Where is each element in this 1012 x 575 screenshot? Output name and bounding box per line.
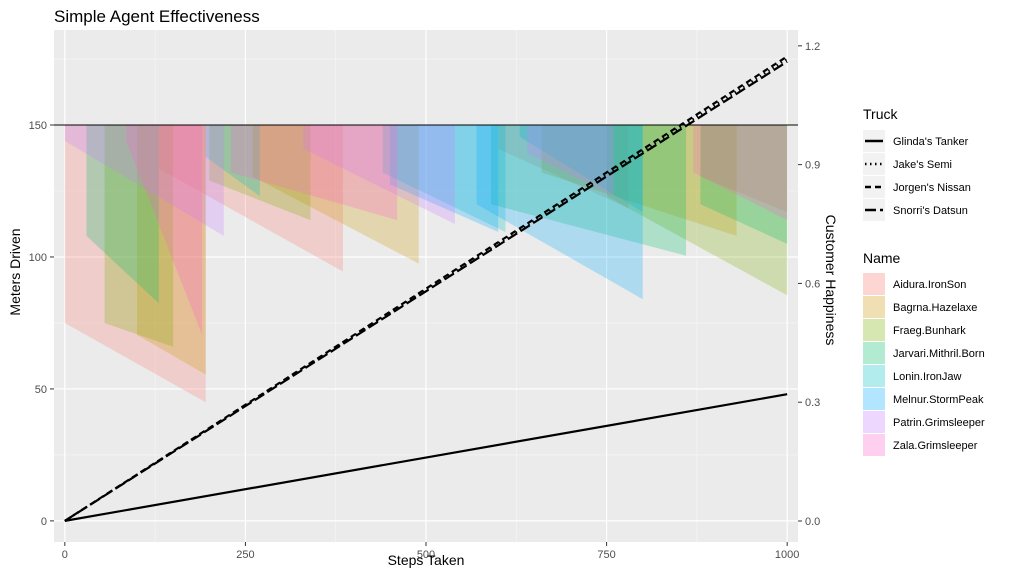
legend-key-bg <box>863 153 885 175</box>
legend-swatch <box>863 365 885 387</box>
area-Melnur.StormPeak <box>389 125 499 232</box>
legend-swatch <box>863 411 885 433</box>
area-Bagrna.Hazelaxe <box>252 125 419 264</box>
x-tick-label: 0 <box>62 549 68 561</box>
area-Aidura.IronSon <box>158 125 343 272</box>
x-tick-label: 750 <box>597 549 615 561</box>
area-Zala.Grimsleeper <box>230 125 398 221</box>
name-legend: Name Aidura.IronSon Bagrna.Hazelaxe Fraeg.… <box>863 250 985 456</box>
area-Zala.Grimsleeper <box>126 125 203 335</box>
area-Aidura.IronSon <box>700 125 788 213</box>
legend-swatch <box>863 319 885 341</box>
legend-label: Lonin.IronJaw <box>893 371 962 383</box>
legend-swatch <box>863 434 885 456</box>
y2-tick-label: 1.2 <box>805 41 820 53</box>
legend-label: Glinda's Tanker <box>893 136 969 148</box>
truck-lines <box>64 55 788 522</box>
area-Aidura.IronSon <box>64 125 206 403</box>
legend-label: Aidura.IronSon <box>893 279 966 291</box>
area-Jarvari.Mithril.Born <box>700 125 788 244</box>
y-axis-ticks: 0 50 100 150 <box>29 120 54 528</box>
area-Fraeg.Bunhark <box>209 125 311 221</box>
x-axis-title: Steps Taken <box>388 552 465 568</box>
legend-label: Jorgen's Nissan <box>893 182 971 194</box>
y2-tick-label: 0.6 <box>805 278 820 290</box>
area-Bagrna.Hazelaxe <box>541 125 737 236</box>
line-Snorri's Datsun <box>64 60 788 522</box>
legend-swatch <box>863 296 885 318</box>
truck-legend: Truck Glinda's Tanker Jake's Semi Jorgen's… <box>863 106 971 221</box>
y2-axis-ticks: 0.0 0.3 0.6 0.9 1.2 <box>798 41 820 528</box>
area-Lonin.IronJaw <box>519 125 643 213</box>
legend-label: Fraeg.Bunhark <box>893 325 966 337</box>
area-Patrin.Grimsleeper <box>64 125 224 236</box>
happiness-areas <box>64 125 788 403</box>
x-tick-label: 500 <box>417 549 435 561</box>
legend-label: Melnur.StormPeak <box>893 394 984 406</box>
area-Aidura.IronSon <box>498 125 629 209</box>
truck-legend-title: Truck <box>863 106 898 122</box>
legend-label: Jarvari.Mithril.Born <box>893 348 985 360</box>
x-tick-label: 250 <box>236 549 254 561</box>
y-axis-title: Meters Driven <box>7 228 23 315</box>
line-Glinda's Tanker <box>64 393 788 522</box>
legend-label: Patrin.Grimsleeper <box>893 417 985 429</box>
legend-label: Zala.Grimsleeper <box>893 440 978 452</box>
y-tick-label: 100 <box>29 252 47 264</box>
legend-swatch <box>863 388 885 410</box>
chart-title: Simple Agent Effectiveness <box>54 7 260 26</box>
x-tick-label: 1000 <box>775 549 799 561</box>
area-Bagrna.Hazelaxe <box>137 125 206 375</box>
legend-swatch <box>863 273 885 295</box>
legend-label: Bagrna.Hazelaxe <box>893 302 977 314</box>
legend-label: Snorri's Datsun <box>893 205 968 217</box>
y2-tick-label: 0.9 <box>805 160 820 172</box>
area-Fraeg.Bunhark <box>104 125 174 347</box>
area-Melnur.StormPeak <box>476 125 643 300</box>
y-tick-label: 150 <box>29 120 47 132</box>
area-Patrin.Grimsleeper <box>303 125 455 225</box>
y2-tick-label: 0.0 <box>805 516 820 528</box>
y2-axis-title: Customer Happiness <box>823 215 839 346</box>
legend-label: Jake's Semi <box>893 159 952 171</box>
x-axis-ticks: 0 250 500 750 1000 <box>62 542 799 561</box>
area-Patrin.Grimsleeper <box>527 125 614 197</box>
area-Lonin.IronJaw <box>382 125 506 232</box>
y2-tick-label: 0.3 <box>805 397 820 409</box>
area-Jarvari.Mithril.Born <box>86 125 159 304</box>
y-tick-label: 0 <box>41 516 47 528</box>
name-legend-title: Name <box>863 250 901 266</box>
y-tick-label: 50 <box>35 384 47 396</box>
legend-key-bg <box>863 176 885 198</box>
area-Fraeg.Bunhark <box>606 125 788 296</box>
legend-swatch <box>863 342 885 364</box>
area-Zala.Grimsleeper <box>693 125 788 221</box>
area-Lonin.IronJaw <box>205 125 260 197</box>
